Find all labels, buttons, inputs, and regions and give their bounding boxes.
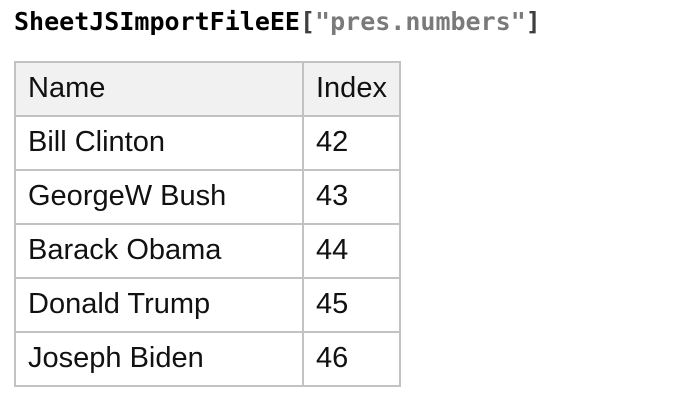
page-title: SheetJSImportFileEE["pres.numbers"]: [14, 6, 674, 39]
cell-name: Bill Clinton: [14, 114, 304, 171]
column-header-name: Name: [14, 60, 304, 117]
cell-name: GeorgeW Bush: [14, 168, 304, 225]
title-object-name: SheetJSImportFileEE: [14, 7, 300, 36]
cell-index: 42: [302, 114, 401, 171]
presidents-table: Name Index Bill Clinton 42 GeorgeW Bush …: [14, 60, 401, 387]
cell-name: Joseph Biden: [14, 330, 304, 387]
table-row: Barack Obama 44: [14, 222, 401, 279]
table-row: Joseph Biden 46: [14, 330, 401, 387]
cell-index: 43: [302, 168, 401, 225]
cell-name: Barack Obama: [14, 222, 304, 279]
cell-index: 44: [302, 222, 401, 279]
table-row: GeorgeW Bush 43: [14, 168, 401, 225]
content-area: SheetJSImportFileEE["pres.numbers"] Name…: [14, 6, 674, 387]
cell-name: Donald Trump: [14, 276, 304, 333]
table-row: Bill Clinton 42: [14, 114, 401, 171]
title-open-bracket: [: [299, 7, 316, 36]
cell-index: 45: [302, 276, 401, 333]
table-row: Donald Trump 45: [14, 276, 401, 333]
title-close-bracket: ]: [525, 7, 541, 36]
table-header-row: Name Index: [14, 60, 401, 117]
cell-index: 46: [302, 330, 401, 387]
title-string-argument: "pres.numbers": [315, 7, 526, 36]
column-header-index: Index: [302, 60, 401, 117]
